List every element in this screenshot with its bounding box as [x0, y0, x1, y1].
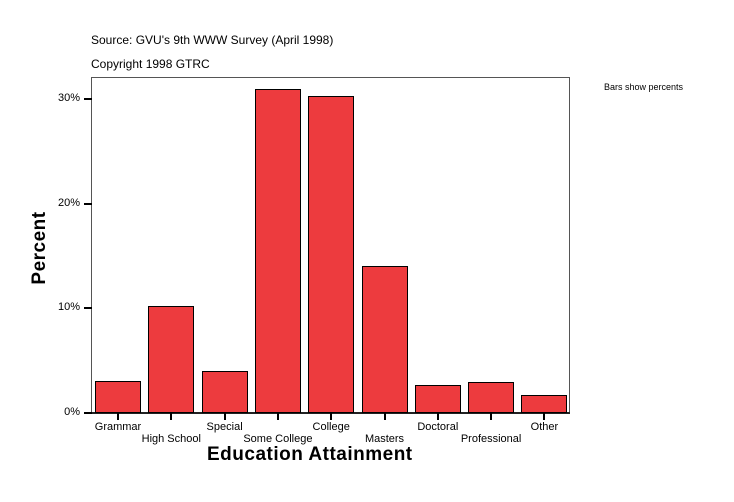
y-tick	[84, 202, 92, 205]
bar-professional	[468, 381, 515, 413]
bar-special	[201, 371, 248, 413]
plot-area	[91, 77, 570, 413]
y-tick-label: 30%	[57, 91, 80, 104]
x-tick	[223, 413, 226, 420]
x-tick-label: Other	[530, 421, 559, 433]
x-tick-label: High School	[141, 433, 201, 445]
x-tick-label: College	[312, 421, 350, 433]
bar-masters	[361, 266, 408, 413]
x-tick	[436, 413, 439, 420]
bar-high-school	[148, 306, 195, 413]
x-tick-label: Professional	[460, 433, 522, 445]
x-tick	[276, 413, 279, 420]
x-tick-label: Doctoral	[417, 421, 459, 433]
y-tick-label: 10%	[57, 301, 80, 314]
source-line: Source: GVU's 9th WWW Survey (April 1998…	[91, 33, 334, 47]
x-tick	[170, 413, 173, 420]
bar-other	[521, 395, 568, 413]
x-tick-label: Masters	[364, 433, 405, 445]
bar-college	[308, 95, 355, 413]
bar-grammar	[95, 380, 141, 413]
x-tick	[383, 413, 386, 420]
x-tick-label: Some College	[243, 433, 313, 445]
y-tick	[84, 97, 92, 100]
x-tick	[543, 413, 546, 420]
x-tick-label: Grammar	[94, 421, 142, 433]
x-tick-label: Special	[206, 421, 243, 433]
x-axis-title: Education Attainment	[207, 444, 413, 465]
y-tick-label: 0%	[64, 406, 80, 418]
bars-note: Bars show percents	[604, 82, 684, 92]
y-axis-title: Percent	[29, 211, 50, 285]
x-tick	[117, 413, 119, 420]
x-tick	[490, 413, 493, 420]
y-tick	[84, 307, 92, 310]
bar-doctoral	[414, 384, 461, 413]
copyright-line: Copyright 1998 GTRC	[91, 57, 210, 71]
y-tick	[84, 412, 92, 414]
x-tick	[330, 413, 333, 420]
bar-some-college	[254, 89, 301, 413]
y-tick-label: 20%	[57, 196, 80, 209]
